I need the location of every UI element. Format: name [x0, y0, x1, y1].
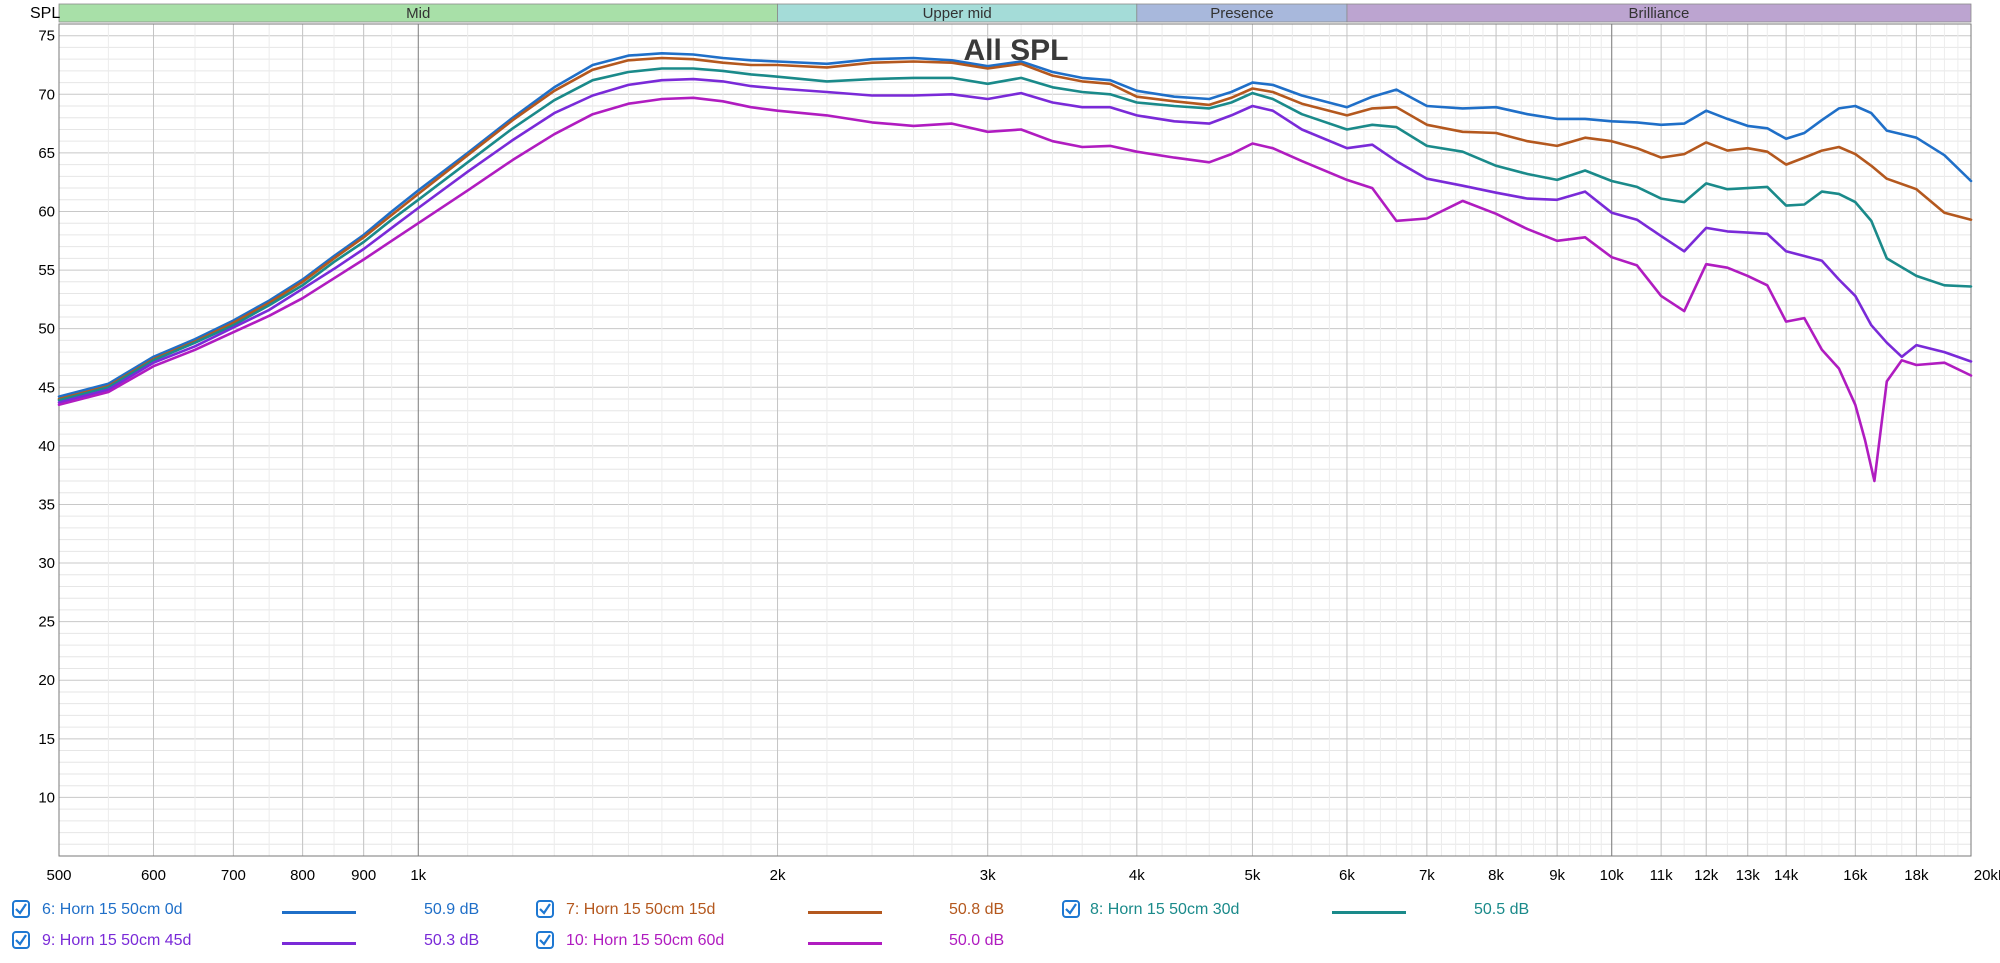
series-line-8	[57, 67, 1973, 402]
band-label: Presence	[1210, 5, 1273, 22]
series-7-name: 7: Horn 15 50cm 15d	[566, 901, 716, 918]
x-tick-label: 700	[221, 867, 246, 884]
x-tick-label: 10k	[1600, 867, 1625, 884]
series-8-name: 8: Horn 15 50cm 30d	[1090, 901, 1240, 918]
plot-frame	[58, 23, 1972, 857]
series-7-swatch	[808, 911, 882, 914]
y-tick-label: 65	[38, 145, 55, 162]
series-9-value: 50.3 dB	[424, 932, 480, 949]
checkmark-icon	[15, 903, 27, 915]
checkmark-icon	[15, 934, 27, 946]
series-10-checkbox[interactable]	[536, 931, 554, 949]
legend: 6: Horn 15 50cm 0d 50.9 dB 7: Horn 15 50…	[0, 896, 2000, 963]
y-tick-label: 40	[38, 438, 55, 455]
legend-row-2: 9: Horn 15 50cm 45d 50.3 dB 10: Horn 15 …	[0, 927, 2000, 957]
y-tick-label: 45	[38, 379, 55, 396]
y-tick-label: 70	[38, 86, 55, 103]
x-tick-label: 500	[46, 867, 71, 884]
series-6-swatch	[282, 911, 356, 914]
y-tick-label: 75	[38, 28, 55, 45]
series-line-9	[57, 77, 1973, 404]
x-tick-label: 2k	[770, 867, 786, 884]
x-tick-label: 7k	[1419, 867, 1435, 884]
checkmark-icon	[539, 903, 551, 915]
series-line-10	[57, 96, 1973, 483]
x-tick-label: 20kHz	[1974, 867, 2000, 884]
x-tick-label: 11k	[1650, 867, 1674, 884]
y-tick-label: 25	[38, 614, 55, 631]
series-6-value: 50.9 dB	[424, 901, 480, 918]
y-tick-label: 55	[38, 262, 55, 279]
series-9-name: 9: Horn 15 50cm 45d	[42, 932, 192, 949]
series-6-name: 6: Horn 15 50cm 0d	[42, 901, 183, 918]
series-9-swatch	[282, 942, 356, 945]
x-tick-label: 6k	[1339, 867, 1355, 884]
y-tick-label: 15	[38, 731, 55, 748]
frequency-bands: Mid Upper mid Presence Brilliance	[58, 3, 1972, 23]
band-brilliance	[1346, 3, 1972, 23]
y-tick-label: 30	[38, 555, 55, 572]
x-tick-label: 3k	[980, 867, 996, 884]
series-lines	[57, 52, 1973, 483]
series-10-value: 50.0 dB	[949, 932, 1005, 949]
series-8-swatch	[1332, 911, 1406, 914]
band-label: Brilliance	[1629, 5, 1690, 22]
y-axis-label: SPL	[30, 5, 60, 22]
y-tick-label: 10	[38, 789, 55, 806]
series-10-name: 10: Horn 15 50cm 60d	[566, 932, 725, 949]
chart-title: All SPL	[963, 34, 1068, 67]
series-8-value: 50.5 dB	[1474, 901, 1530, 918]
legend-row-1: 6: Horn 15 50cm 0d 50.9 dB 7: Horn 15 50…	[0, 896, 2000, 926]
x-tick-label: 12k	[1694, 867, 1719, 884]
checkmark-icon	[1065, 903, 1077, 915]
legend-item-series-6[interactable]: 6: Horn 15 50cm 0d 50.9 dB	[12, 896, 532, 926]
legend-item-series-7[interactable]: 7: Horn 15 50cm 15d 50.8 dB	[536, 896, 1056, 926]
y-tick-label: 20	[38, 672, 55, 689]
x-tick-label: 800	[290, 867, 315, 884]
x-tick-label: 5k	[1245, 867, 1261, 884]
legend-item-series-9[interactable]: 9: Horn 15 50cm 45d 50.3 dB	[12, 927, 532, 957]
x-tick-label: 1k	[410, 867, 426, 884]
legend-item-series-8[interactable]: 8: Horn 15 50cm 30d 50.5 dB	[1062, 896, 1582, 926]
x-tick-label: 18k	[1904, 867, 1929, 884]
series-line-7	[57, 56, 1973, 401]
series-7-checkbox[interactable]	[536, 900, 554, 918]
x-tick-label: 4k	[1129, 867, 1145, 884]
x-tick-label: 13k	[1736, 867, 1761, 884]
series-9-checkbox[interactable]	[12, 931, 30, 949]
x-tick-label: 600	[141, 867, 166, 884]
checkmark-icon	[539, 934, 551, 946]
series-line-6	[57, 52, 1973, 398]
y-tick-label: 60	[38, 203, 55, 220]
x-tick-label: 16k	[1843, 867, 1868, 884]
y-tick-label: 35	[38, 496, 55, 513]
band-label: Upper mid	[923, 5, 992, 22]
series-10-swatch	[808, 942, 882, 945]
series-7-value: 50.8 dB	[949, 901, 1005, 918]
x-tick-label: 900	[351, 867, 376, 884]
series-6-checkbox[interactable]	[12, 900, 30, 918]
y-tick-label: 50	[38, 321, 55, 338]
x-tick-label: 14k	[1774, 867, 1799, 884]
axes: 10 15 20 25 30 35 40 45 50 55 60 65 70 75 500 600 700 800…	[38, 28, 2000, 884]
series-8-checkbox[interactable]	[1062, 900, 1080, 918]
band-label: Mid	[406, 5, 430, 22]
grid	[58, 24, 1972, 856]
x-tick-label: 8k	[1488, 867, 1504, 884]
x-tick-label: 9k	[1549, 867, 1565, 884]
legend-item-series-10[interactable]: 10: Horn 15 50cm 60d 50.0 dB	[536, 927, 1056, 957]
